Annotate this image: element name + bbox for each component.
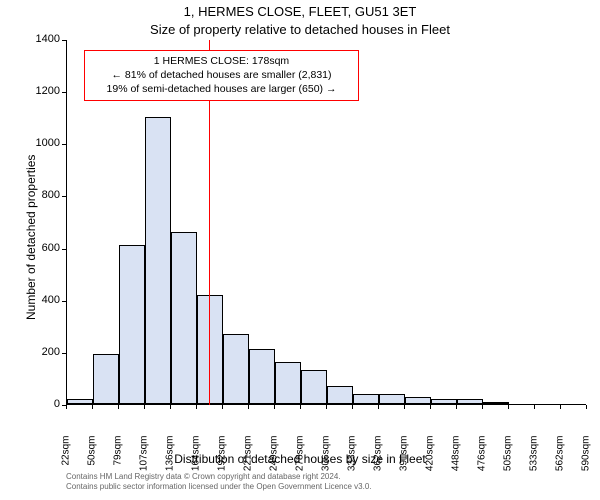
y-tick-label: 800 [0, 189, 60, 201]
x-tick-mark [482, 405, 483, 409]
x-tick-mark [378, 405, 379, 409]
histogram-bar [67, 399, 93, 404]
x-tick-mark [404, 405, 405, 409]
footer-line-1: Contains HM Land Registry data © Crown c… [66, 472, 372, 482]
x-tick-mark [144, 405, 145, 409]
histogram-bar [327, 386, 353, 404]
x-tick-mark [352, 405, 353, 409]
y-tick-label: 1400 [0, 33, 60, 45]
x-axis-label: Distribution of detached houses by size … [0, 452, 600, 466]
x-tick-mark [326, 405, 327, 409]
footer-attribution: Contains HM Land Registry data © Crown c… [66, 472, 372, 493]
chart-container: 1, HERMES CLOSE, FLEET, GU51 3ET Size of… [0, 0, 600, 500]
histogram-bar [457, 399, 483, 404]
x-tick-mark [508, 405, 509, 409]
x-tick-mark [456, 405, 457, 409]
histogram-bar [93, 354, 119, 404]
histogram-bar [275, 362, 301, 404]
histogram-bar [483, 402, 509, 404]
x-tick-mark [118, 405, 119, 409]
x-tick-mark [274, 405, 275, 409]
x-tick-mark [586, 405, 587, 409]
histogram-bar [119, 245, 145, 404]
y-tick-label: 400 [0, 294, 60, 306]
chart-title-line2: Size of property relative to detached ho… [0, 22, 600, 37]
annotation-line-3: 19% of semi-detached houses are larger (… [91, 82, 352, 96]
x-tick-mark [430, 405, 431, 409]
histogram-bar [223, 334, 249, 404]
x-tick-mark [300, 405, 301, 409]
histogram-bar [197, 295, 223, 405]
x-tick-mark [248, 405, 249, 409]
histogram-bar [301, 370, 327, 404]
y-tick-label: 1000 [0, 137, 60, 149]
footer-line-2: Contains public sector information licen… [66, 482, 372, 492]
chart-title-line1: 1, HERMES CLOSE, FLEET, GU51 3ET [0, 4, 600, 19]
histogram-bar [249, 349, 275, 404]
annotation-line-1: 1 HERMES CLOSE: 178sqm [91, 54, 352, 68]
y-tick-label: 1200 [0, 85, 60, 97]
x-tick-mark [170, 405, 171, 409]
y-tick-label: 200 [0, 346, 60, 358]
x-tick-mark [66, 405, 67, 409]
x-tick-mark [196, 405, 197, 409]
annotation-line-2: ← 81% of detached houses are smaller (2,… [91, 68, 352, 82]
x-tick-mark [222, 405, 223, 409]
x-tick-mark [534, 405, 535, 409]
annotation-box: 1 HERMES CLOSE: 178sqm ← 81% of detached… [84, 50, 359, 101]
y-tick-label: 0 [0, 398, 60, 410]
x-tick-mark [92, 405, 93, 409]
y-tick-label: 600 [0, 242, 60, 254]
histogram-bar [145, 117, 171, 404]
histogram-bar [431, 399, 457, 404]
x-tick-mark [560, 405, 561, 409]
histogram-bar [171, 232, 197, 404]
histogram-bar [379, 394, 405, 404]
histogram-bar [353, 394, 379, 404]
histogram-bar [405, 397, 431, 404]
